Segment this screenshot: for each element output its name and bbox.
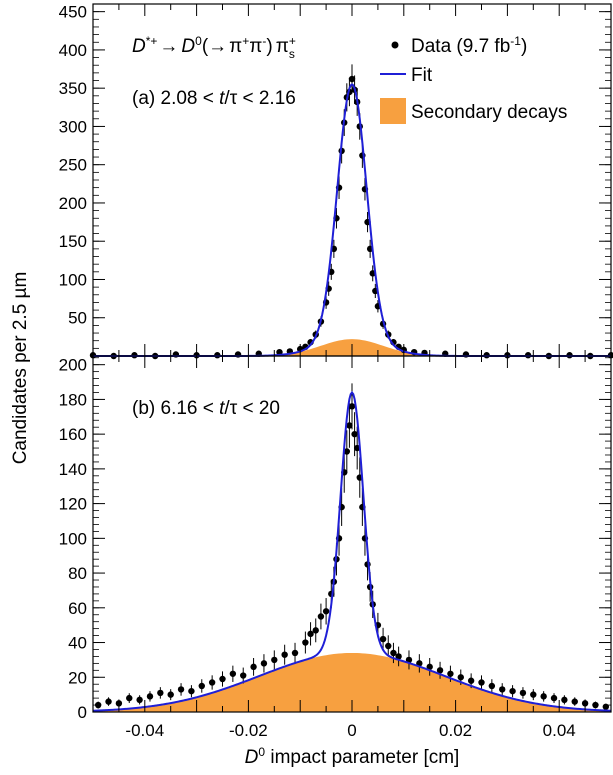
panel-a-fit-line bbox=[93, 83, 611, 357]
panelA-y-tick-label: 250 bbox=[59, 156, 87, 175]
panelB-data-point bbox=[291, 642, 299, 664]
panelB-data-point bbox=[198, 679, 205, 693]
panelB-data-point bbox=[177, 683, 185, 696]
panelA-y-tick-label: 100 bbox=[59, 270, 87, 289]
panelA-y-tick-label: 150 bbox=[59, 232, 87, 251]
x-axis-label: D0 impact parameter [cm] bbox=[245, 745, 460, 768]
legend-data-label: Data (9.7 fb-1) bbox=[411, 34, 527, 57]
panelB-data-point bbox=[250, 657, 257, 676]
panel-a: 50 100 150 200 250 300 350 400 450 D*+ → D0(→ π+π-)… bbox=[59, 3, 613, 360]
panelA-y-tick-label: 200 bbox=[59, 194, 87, 213]
panelB-x-tick-label: -0.04 bbox=[125, 721, 164, 740]
panelA-y-tick-label: 450 bbox=[59, 3, 87, 22]
panelB-data-point bbox=[550, 693, 558, 704]
panelB-data-point bbox=[188, 685, 195, 698]
panel-a-decay-label: D*+ → D0(→ π+π-) π+ s bbox=[132, 34, 296, 61]
panelB-y-tick-label: 20 bbox=[68, 668, 87, 687]
legend-secondary-label: Secondary decays bbox=[411, 102, 567, 123]
panelB-y-tick-label: 80 bbox=[68, 564, 87, 583]
panelB-data-point bbox=[146, 691, 154, 702]
panelB-data-point bbox=[346, 403, 353, 448]
panelB-y-tick-label: 200 bbox=[59, 356, 87, 375]
panelB-data-point bbox=[385, 635, 392, 657]
panelB-data-point bbox=[229, 665, 237, 682]
panelB-data-point bbox=[561, 695, 568, 705]
panelB-data-point bbox=[436, 661, 444, 679]
panelB-data-point bbox=[157, 687, 164, 699]
panelB-data-point bbox=[302, 631, 309, 654]
panelA-y-tick-label: 400 bbox=[59, 41, 87, 60]
panel-b-fit-line bbox=[92, 390, 612, 712]
panelB-data-point bbox=[312, 618, 319, 643]
panelB-secondary-shape bbox=[93, 652, 611, 712]
panelB-x-tick-label: -0.02 bbox=[229, 721, 268, 740]
panelB-data-point bbox=[343, 430, 351, 473]
panelB-data-point bbox=[379, 627, 387, 651]
panelB-data-point bbox=[105, 697, 112, 706]
panelB-data-point bbox=[592, 701, 599, 709]
panelB-y-tick-label: 140 bbox=[59, 460, 87, 479]
panelB-data-point bbox=[390, 642, 397, 664]
panelB-x-tick-label: 0.02 bbox=[439, 721, 472, 740]
panelB-data-point bbox=[478, 675, 485, 690]
panelB-data-point bbox=[271, 650, 278, 670]
legend-data-marker bbox=[391, 41, 399, 49]
panelB-y-tick-label: 160 bbox=[59, 425, 87, 444]
panelB-data-point bbox=[115, 699, 123, 708]
panelB-data-point bbox=[281, 644, 288, 665]
panelB-data-point bbox=[260, 654, 268, 673]
panelB-data-point bbox=[581, 699, 589, 708]
panelB-y-tick-label: 40 bbox=[68, 634, 87, 653]
panelB-data-point bbox=[307, 622, 314, 646]
legend-fit-label: Fit bbox=[411, 65, 433, 86]
panelB-y-tick-label: 0 bbox=[78, 703, 87, 722]
panelA-y-tick-label: 300 bbox=[59, 117, 87, 136]
panelB-data-point bbox=[602, 703, 610, 710]
panelB-data-point bbox=[499, 683, 506, 696]
panelB-data-point bbox=[509, 685, 516, 698]
legend: Data (9.7 fb-1) Fit Secondary decays bbox=[380, 34, 567, 124]
panelB-data-point bbox=[519, 687, 527, 699]
panelB-y-tick-label: 60 bbox=[68, 599, 87, 618]
panelB-data-point bbox=[208, 675, 216, 690]
panelB-data-point bbox=[317, 603, 325, 630]
panelB-data-point bbox=[488, 679, 496, 693]
panel-a-x-ticks bbox=[92, 4, 612, 356]
y-axis-label: Candidates per 2.5 µm bbox=[10, 272, 31, 465]
panelB-y-tick-label: 120 bbox=[59, 495, 87, 514]
panelB-data-point bbox=[136, 695, 143, 705]
panelB-data-point bbox=[540, 691, 547, 702]
panelB-y-tick-label: 100 bbox=[59, 529, 87, 548]
panelB-data-point bbox=[395, 646, 402, 667]
panelB-data-point bbox=[219, 671, 226, 687]
panelB-data-point bbox=[240, 667, 247, 684]
panelB-data-point bbox=[571, 697, 578, 706]
panel-a-range-label: (a) 2.08 < t/τ < 2.16 bbox=[132, 88, 296, 109]
panelB-data-point bbox=[167, 689, 174, 701]
panelB-x-tick-label: 0.04 bbox=[543, 721, 576, 740]
panelB-data-point bbox=[530, 689, 537, 701]
panelB-data-point bbox=[322, 598, 330, 625]
panel-b-y-ticks: 0 20 40 60 80 100 120 140 160 180 200 bbox=[59, 356, 611, 722]
panel-b-range-label: (b) 6.16 < t/τ < 20 bbox=[132, 398, 280, 419]
panelA-y-tick-label: 50 bbox=[68, 309, 87, 328]
panelB-data-point bbox=[126, 693, 133, 704]
panelB-data-point bbox=[426, 657, 433, 676]
panel-b-x-ticks: -0.04 -0.02 0 0.02 0.04 bbox=[92, 356, 612, 740]
panelA-y-tick-label: 350 bbox=[59, 79, 87, 98]
panelB-y-tick-label: 180 bbox=[59, 390, 87, 409]
legend-secondary-marker bbox=[380, 98, 406, 124]
panelB-x-tick-label: 0 bbox=[347, 721, 356, 740]
